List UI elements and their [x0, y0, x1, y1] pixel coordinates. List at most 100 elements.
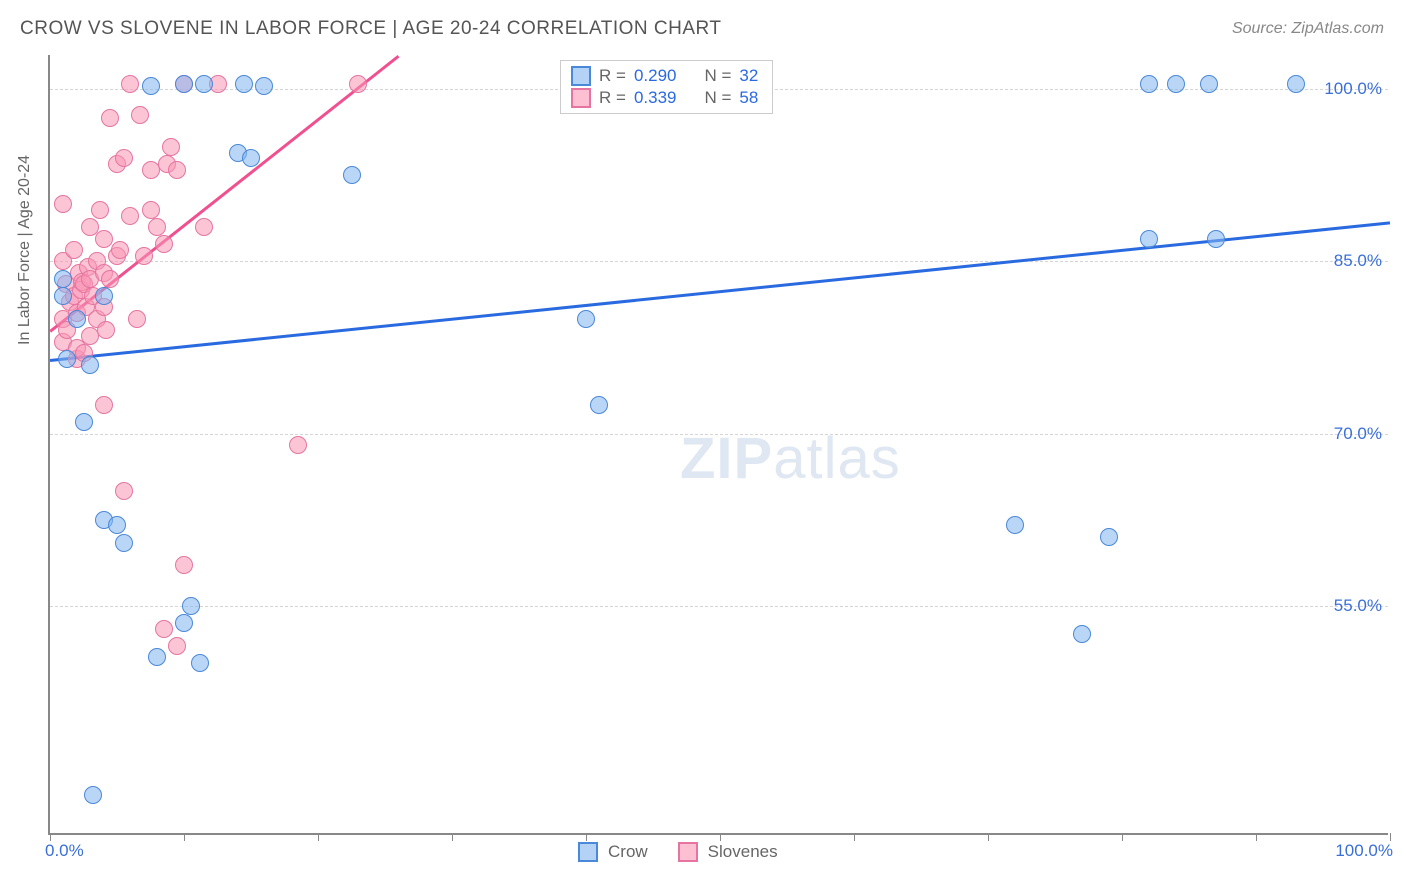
data-point-slov — [195, 218, 213, 236]
x-tick — [318, 833, 319, 841]
data-point-slov — [289, 436, 307, 454]
data-point-crow — [175, 75, 193, 93]
legend-series: Crow Slovenes — [578, 842, 778, 862]
data-point-crow — [182, 597, 200, 615]
data-point-crow — [54, 287, 72, 305]
chart-source: Source: ZipAtlas.com — [1232, 20, 1384, 38]
data-point-crow — [75, 413, 93, 431]
data-point-crow — [1100, 528, 1118, 546]
legend-row-crow: R = 0.290 N = 32 — [571, 66, 758, 86]
x-axis-min-label: 0.0% — [45, 841, 84, 861]
data-point-crow — [95, 287, 113, 305]
plot-area: 0.0% 100.0% 55.0%70.0%85.0%100.0% — [48, 55, 1388, 835]
data-point-slov — [168, 637, 186, 655]
data-point-crow — [81, 356, 99, 374]
data-point-crow — [142, 77, 160, 95]
legend-n-value-slov: 58 — [739, 88, 758, 108]
gridline — [50, 434, 1388, 435]
regression-line-crow — [50, 221, 1390, 361]
data-point-slov — [349, 75, 367, 93]
data-point-slov — [115, 149, 133, 167]
legend-swatch-slov — [571, 88, 591, 108]
data-point-crow — [1073, 625, 1091, 643]
data-point-slov — [135, 247, 153, 265]
legend-n-label: N = — [704, 66, 731, 86]
data-point-crow — [115, 534, 133, 552]
data-point-slov — [168, 161, 186, 179]
data-point-slov — [162, 138, 180, 156]
legend-r-value-slov: 0.339 — [634, 88, 677, 108]
x-tick — [720, 833, 721, 841]
x-tick — [1256, 833, 1257, 841]
y-tick-label: 100.0% — [1324, 79, 1382, 99]
x-tick — [452, 833, 453, 841]
data-point-slov — [148, 218, 166, 236]
x-tick — [988, 833, 989, 841]
x-tick — [586, 833, 587, 841]
x-tick — [50, 833, 51, 841]
y-tick-label: 70.0% — [1334, 424, 1382, 444]
data-point-crow — [1200, 75, 1218, 93]
x-tick — [1122, 833, 1123, 841]
data-point-crow — [255, 77, 273, 95]
legend-r-label: R = — [599, 88, 626, 108]
data-point-crow — [54, 270, 72, 288]
data-point-crow — [58, 350, 76, 368]
x-tick — [184, 833, 185, 841]
data-point-crow — [242, 149, 260, 167]
data-point-crow — [1140, 230, 1158, 248]
legend-row-slov: R = 0.339 N = 58 — [571, 88, 758, 108]
legend-n-label: N = — [704, 88, 731, 108]
y-tick-label: 55.0% — [1334, 596, 1382, 616]
data-point-crow — [175, 614, 193, 632]
data-point-crow — [191, 654, 209, 672]
data-point-slov — [115, 482, 133, 500]
data-point-crow — [590, 396, 608, 414]
data-point-crow — [1207, 230, 1225, 248]
data-point-crow — [108, 516, 126, 534]
legend-r-label: R = — [599, 66, 626, 86]
legend-label-crow: Crow — [608, 842, 648, 862]
data-point-slov — [65, 241, 83, 259]
data-point-slov — [91, 201, 109, 219]
data-point-slov — [155, 620, 173, 638]
data-point-crow — [84, 786, 102, 804]
data-point-crow — [68, 310, 86, 328]
data-point-slov — [131, 106, 149, 124]
legend-swatch-slov-bottom — [678, 842, 698, 862]
data-point-crow — [1167, 75, 1185, 93]
data-point-slov — [95, 396, 113, 414]
y-axis-title: In Labor Force | Age 20-24 — [16, 155, 34, 345]
legend-label-slov: Slovenes — [708, 842, 778, 862]
legend-swatch-crow-bottom — [578, 842, 598, 862]
data-point-slov — [97, 321, 115, 339]
chart-title: CROW VS SLOVENE IN LABOR FORCE | AGE 20-… — [20, 18, 722, 40]
data-point-slov — [128, 310, 146, 328]
legend-correlation: R = 0.290 N = 32 R = 0.339 N = 58 — [560, 60, 773, 114]
data-point-crow — [1287, 75, 1305, 93]
gridline — [50, 606, 1388, 607]
legend-swatch-crow — [571, 66, 591, 86]
chart-container: CROW VS SLOVENE IN LABOR FORCE | AGE 20-… — [0, 0, 1406, 892]
data-point-crow — [235, 75, 253, 93]
data-point-crow — [195, 75, 213, 93]
legend-r-value-crow: 0.290 — [634, 66, 677, 86]
data-point-slov — [121, 75, 139, 93]
data-point-slov — [155, 235, 173, 253]
data-point-slov — [142, 201, 160, 219]
data-point-crow — [577, 310, 595, 328]
data-point-crow — [1140, 75, 1158, 93]
x-axis-max-label: 100.0% — [1335, 841, 1393, 861]
data-point-crow — [1006, 516, 1024, 534]
data-point-slov — [111, 241, 129, 259]
x-tick — [1390, 833, 1391, 841]
data-point-slov — [54, 195, 72, 213]
data-point-crow — [148, 648, 166, 666]
data-point-slov — [95, 230, 113, 248]
y-tick-label: 85.0% — [1334, 251, 1382, 271]
data-point-slov — [101, 109, 119, 127]
data-point-slov — [175, 556, 193, 574]
data-point-crow — [343, 166, 361, 184]
legend-n-value-crow: 32 — [739, 66, 758, 86]
data-point-slov — [121, 207, 139, 225]
